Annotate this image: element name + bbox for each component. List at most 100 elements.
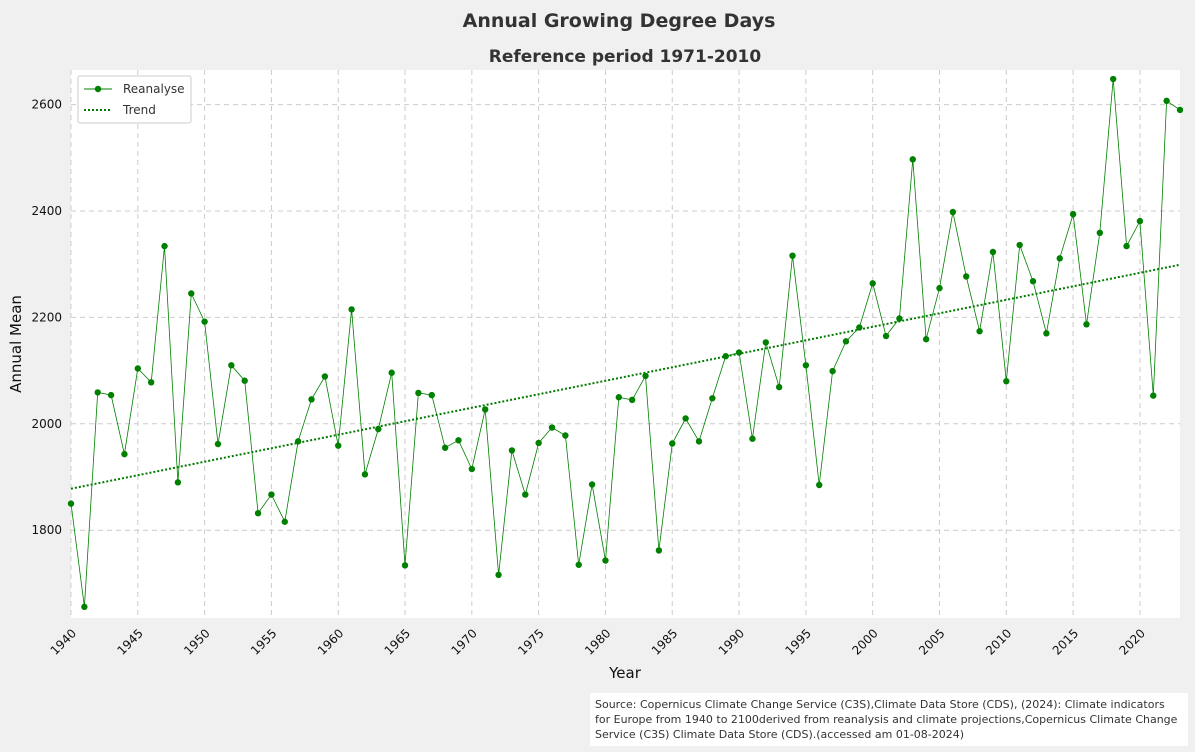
legend-reanalyse-marker xyxy=(94,85,102,93)
x-tick-label: 1975 xyxy=(515,626,546,657)
data-point xyxy=(976,328,983,335)
data-point xyxy=(909,156,916,163)
data-point xyxy=(335,442,342,449)
data-point xyxy=(188,290,195,297)
data-point xyxy=(949,208,957,216)
data-point xyxy=(896,315,903,322)
data-point xyxy=(415,389,422,397)
x-tick-label: 1940 xyxy=(48,626,79,657)
data-point xyxy=(829,367,836,375)
x-tick-label: 2005 xyxy=(916,626,947,657)
legend-box xyxy=(77,75,192,124)
data-point xyxy=(722,353,729,360)
data-point xyxy=(562,432,569,439)
data-point xyxy=(1016,241,1023,249)
x-tick-label: 1990 xyxy=(716,626,747,657)
data-point xyxy=(869,280,876,287)
data-point xyxy=(522,491,529,498)
data-point xyxy=(121,450,128,458)
data-point xyxy=(455,437,462,444)
data-point xyxy=(401,562,409,569)
data-point xyxy=(428,391,435,399)
data-point xyxy=(655,547,663,554)
data-point xyxy=(281,518,288,525)
data-point xyxy=(1163,97,1170,105)
data-point xyxy=(535,439,542,447)
x-tick-label: 1980 xyxy=(582,626,613,657)
data-point xyxy=(922,336,930,343)
plot-area xyxy=(71,70,1180,618)
data-point xyxy=(1176,106,1184,114)
data-point xyxy=(214,440,222,448)
data-point xyxy=(147,379,155,386)
x-tick-label: 1995 xyxy=(783,626,814,657)
data-point xyxy=(1056,255,1063,262)
data-point xyxy=(67,500,75,507)
data-point xyxy=(642,372,649,380)
x-axis-label: Year xyxy=(608,664,642,682)
data-point xyxy=(388,369,395,376)
x-tick-label: 2020 xyxy=(1117,626,1148,657)
data-point xyxy=(775,383,783,391)
data-point xyxy=(1096,229,1104,237)
data-point xyxy=(695,438,703,445)
chart-title: Annual Growing Degree Days xyxy=(463,10,776,32)
y-tick-label: 2000 xyxy=(31,417,62,431)
data-point xyxy=(802,362,810,369)
data-point xyxy=(1043,330,1050,337)
legend-reanalyse-label: Reanalyse xyxy=(123,82,185,96)
data-point xyxy=(441,444,449,451)
data-point xyxy=(308,396,315,403)
x-tick-label: 1960 xyxy=(315,626,346,657)
grid xyxy=(70,70,1180,618)
data-point xyxy=(268,491,275,498)
data-point xyxy=(856,324,863,331)
data-point xyxy=(1083,321,1090,328)
x-tick-label: 2000 xyxy=(849,626,880,657)
data-point xyxy=(735,349,743,356)
y-tick-label: 2400 xyxy=(31,204,62,218)
data-point xyxy=(241,377,248,384)
data-point xyxy=(107,391,115,399)
y-tick-label: 2200 xyxy=(31,310,62,324)
data-point xyxy=(588,481,596,488)
data-point xyxy=(669,440,676,447)
data-point xyxy=(882,332,890,340)
data-point xyxy=(628,396,636,404)
x-tick-label: 2015 xyxy=(1050,626,1081,657)
x-tick-label: 1950 xyxy=(181,626,212,657)
data-point xyxy=(508,447,516,454)
data-point xyxy=(963,273,970,280)
y-axis-label: Annual Mean xyxy=(7,295,25,393)
data-point xyxy=(254,509,262,517)
reanalyse-line xyxy=(70,78,1181,607)
x-tick-label: 2010 xyxy=(983,626,1014,657)
legend: Reanalyse Trend xyxy=(77,75,192,124)
x-tick-label: 1955 xyxy=(248,626,279,657)
data-point xyxy=(709,395,716,402)
data-point xyxy=(1150,392,1157,399)
data-point xyxy=(575,561,582,568)
source-note: Source: Copernicus Climate Change Servic… xyxy=(590,693,1188,746)
data-point xyxy=(375,425,382,433)
data-point xyxy=(1136,217,1144,225)
trend-line xyxy=(70,263,1181,490)
data-point xyxy=(81,603,88,611)
data-point xyxy=(602,557,609,564)
data-point xyxy=(762,339,769,346)
data-point xyxy=(682,415,689,422)
data-point xyxy=(615,394,623,401)
data-point xyxy=(989,248,997,256)
data-point xyxy=(294,438,302,445)
data-point xyxy=(94,389,101,396)
data-point xyxy=(1123,242,1130,250)
x-tick-label: 1985 xyxy=(649,626,680,657)
data-point xyxy=(482,406,489,413)
data-point xyxy=(816,481,823,489)
data-point xyxy=(201,318,208,325)
data-point xyxy=(936,284,943,292)
data-point xyxy=(348,306,355,313)
data-point xyxy=(789,252,796,259)
data-point xyxy=(161,242,168,250)
y-tick-label: 1800 xyxy=(31,523,62,537)
